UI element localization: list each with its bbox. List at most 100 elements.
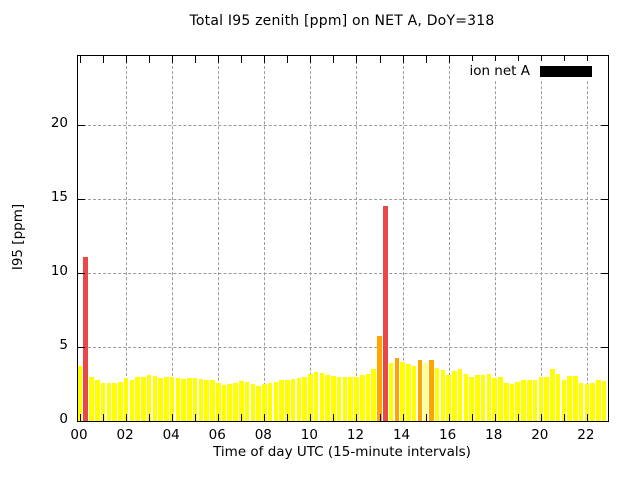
bar bbox=[313, 372, 319, 421]
bar bbox=[463, 373, 469, 421]
x-tick-mark bbox=[517, 56, 519, 63]
bar bbox=[342, 376, 348, 421]
bar bbox=[302, 376, 307, 421]
x-gridline bbox=[356, 56, 358, 421]
bar bbox=[94, 380, 100, 421]
x-tick-mark bbox=[195, 414, 197, 421]
x-tick-mark bbox=[471, 414, 473, 421]
x-gridline bbox=[310, 56, 312, 421]
y-tick-mark bbox=[78, 273, 85, 274]
bar bbox=[555, 374, 561, 421]
bar bbox=[215, 383, 221, 421]
bar bbox=[198, 378, 204, 421]
x-tick-mark bbox=[172, 414, 174, 421]
chart-title: Total I95 zenith [ppm] on NET A, DoY=318 bbox=[189, 13, 495, 29]
x-tick-label: 12 bbox=[346, 427, 365, 443]
bar bbox=[601, 381, 607, 421]
bar bbox=[100, 382, 106, 421]
x-tick-mark bbox=[241, 414, 243, 421]
bar bbox=[83, 256, 89, 421]
y-tick-label: 5 bbox=[59, 337, 68, 353]
x-tick-label: 00 bbox=[70, 427, 88, 443]
bar bbox=[492, 378, 497, 421]
bar bbox=[348, 377, 353, 421]
bar bbox=[244, 381, 250, 421]
bar bbox=[423, 362, 428, 421]
y-tick-label: 10 bbox=[50, 263, 68, 279]
y-gridline bbox=[78, 273, 608, 274]
x-tick-mark bbox=[103, 414, 105, 421]
y-tick-mark bbox=[601, 273, 608, 274]
bar bbox=[169, 377, 175, 421]
bar bbox=[285, 379, 290, 421]
bar bbox=[440, 369, 446, 421]
plot-area: ion net A bbox=[77, 55, 609, 422]
x-tick-mark bbox=[264, 414, 266, 421]
bar bbox=[446, 375, 451, 421]
bar bbox=[210, 380, 215, 421]
x-tick-mark bbox=[149, 414, 151, 421]
x-tick-mark bbox=[80, 414, 81, 421]
bar bbox=[457, 369, 463, 421]
bar bbox=[578, 382, 584, 421]
x-tick-mark bbox=[471, 56, 473, 63]
y-tick-mark bbox=[78, 347, 85, 348]
bar bbox=[515, 381, 521, 421]
bar bbox=[331, 375, 336, 421]
x-tick-mark bbox=[356, 414, 358, 421]
bar bbox=[336, 376, 342, 421]
x-tick-label: 18 bbox=[485, 427, 503, 443]
x-tick-mark bbox=[540, 56, 542, 63]
bar bbox=[503, 383, 509, 421]
bar bbox=[325, 375, 330, 421]
bar bbox=[486, 374, 492, 421]
bar bbox=[365, 373, 371, 421]
bar bbox=[377, 335, 382, 421]
bar bbox=[135, 377, 140, 421]
y-gridline bbox=[78, 347, 608, 348]
bar bbox=[129, 380, 135, 421]
bar bbox=[509, 384, 515, 421]
bar bbox=[112, 382, 117, 421]
y-tick-mark bbox=[601, 347, 608, 348]
y-tick-label: 0 bbox=[59, 411, 68, 427]
bar bbox=[181, 378, 186, 421]
bar bbox=[388, 363, 394, 421]
x-tick-label: 14 bbox=[392, 427, 411, 443]
legend-swatch bbox=[540, 65, 592, 77]
x-gridline bbox=[586, 56, 588, 421]
bar bbox=[480, 375, 486, 421]
legend-series-label: ion net A bbox=[469, 63, 530, 79]
bar bbox=[279, 380, 284, 421]
bar bbox=[267, 382, 273, 421]
bar bbox=[141, 376, 146, 421]
bar bbox=[221, 385, 227, 421]
x-tick-mark bbox=[448, 56, 450, 63]
bar bbox=[238, 381, 244, 421]
x-tick-label: 08 bbox=[254, 427, 272, 443]
bar bbox=[262, 384, 267, 421]
bar bbox=[411, 366, 417, 421]
x-tick-mark bbox=[287, 414, 289, 421]
x-tick-mark bbox=[310, 414, 312, 421]
x-gridline bbox=[264, 56, 266, 421]
x-tick-mark bbox=[172, 56, 174, 63]
x-tick-mark bbox=[218, 56, 220, 63]
bar bbox=[469, 376, 474, 421]
x-tick-mark bbox=[494, 414, 496, 421]
x-axis-label: Time of day UTC (15-minute intervals) bbox=[213, 444, 471, 460]
y-gridline bbox=[78, 125, 608, 126]
bar bbox=[319, 372, 325, 421]
bar bbox=[204, 379, 209, 421]
bar bbox=[498, 376, 503, 421]
x-tick-mark bbox=[379, 56, 381, 63]
x-tick-label: 16 bbox=[439, 427, 457, 443]
x-gridline bbox=[218, 56, 220, 421]
x-tick-mark bbox=[563, 56, 565, 63]
x-tick-mark bbox=[563, 414, 565, 421]
y-tick-mark bbox=[78, 125, 85, 126]
x-tick-mark bbox=[126, 56, 128, 63]
x-gridline bbox=[494, 56, 496, 421]
bar bbox=[434, 367, 440, 421]
bar bbox=[521, 379, 526, 421]
